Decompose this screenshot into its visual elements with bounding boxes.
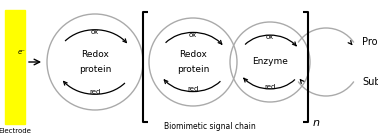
Text: protein: protein — [79, 65, 111, 74]
Text: Product: Product — [362, 37, 378, 47]
Text: protein: protein — [177, 65, 209, 74]
Text: Enzyme: Enzyme — [252, 57, 288, 66]
Text: Substrate: Substrate — [362, 77, 378, 87]
Text: ox: ox — [189, 32, 197, 38]
Text: Redox: Redox — [179, 50, 207, 59]
Text: red: red — [187, 86, 199, 92]
Text: red: red — [264, 84, 276, 90]
Text: e⁻: e⁻ — [18, 49, 26, 55]
Text: n: n — [313, 118, 320, 128]
Text: Redox: Redox — [81, 50, 109, 59]
Bar — [5, 10, 25, 124]
Text: ox: ox — [91, 29, 99, 35]
Text: ox: ox — [266, 34, 274, 40]
Text: Electrode: Electrode — [0, 128, 31, 134]
Text: Biomimetic signal chain: Biomimetic signal chain — [164, 122, 256, 131]
Text: red: red — [89, 89, 101, 95]
